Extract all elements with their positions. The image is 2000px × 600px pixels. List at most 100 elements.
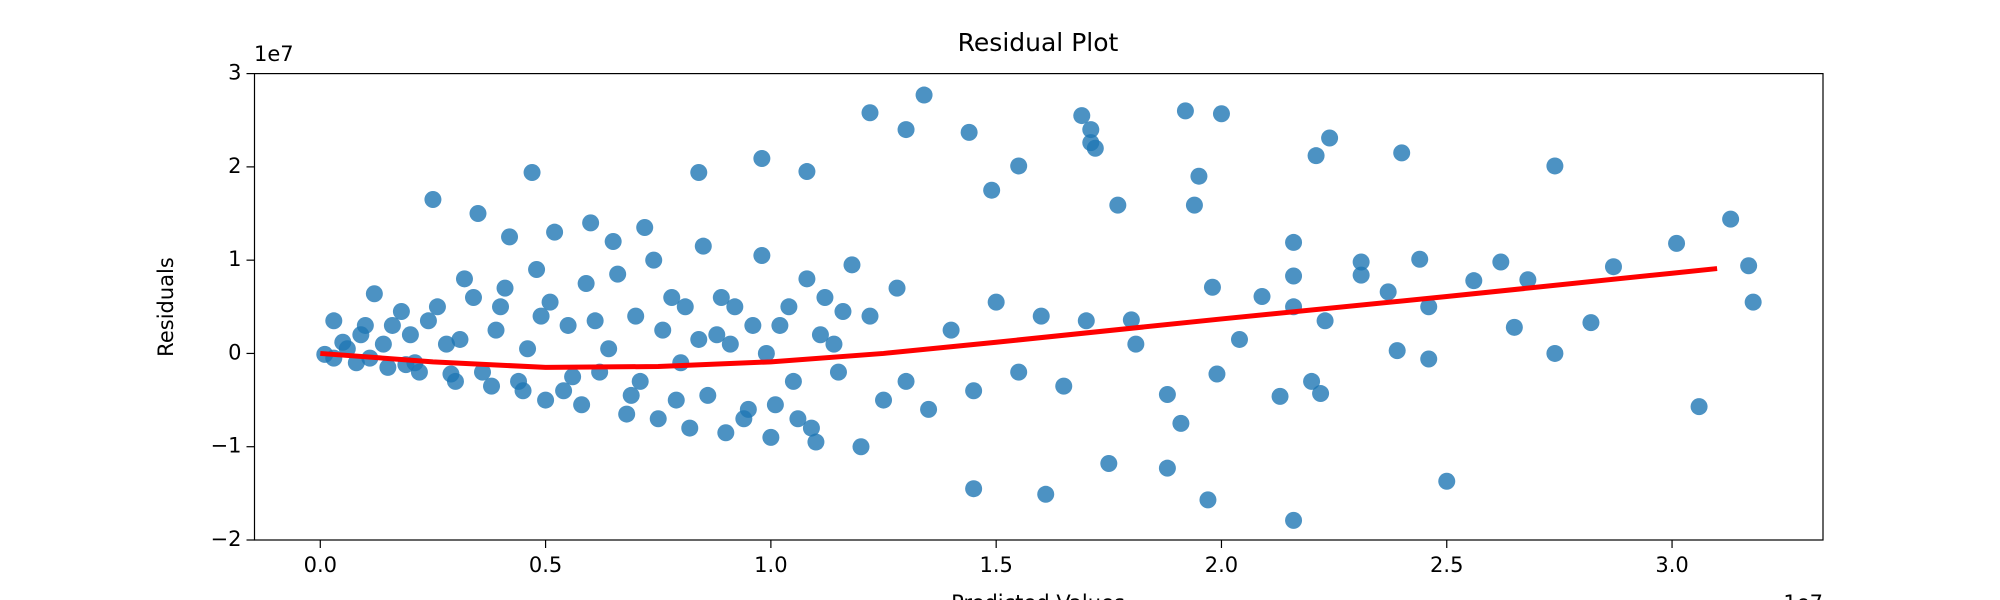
point	[1158, 385, 1176, 403]
point	[1190, 167, 1208, 185]
point	[473, 363, 491, 381]
point	[649, 410, 667, 428]
x-tick-label: 1.0	[754, 553, 787, 577]
point	[1352, 266, 1370, 284]
trend-line	[320, 266, 1718, 370]
point	[825, 335, 843, 353]
point	[600, 340, 618, 358]
point	[694, 237, 712, 255]
point	[645, 251, 663, 269]
point	[771, 316, 789, 334]
point	[663, 288, 681, 306]
point	[789, 410, 807, 428]
point	[717, 424, 735, 442]
point	[681, 419, 699, 437]
point	[392, 302, 410, 320]
point	[802, 419, 820, 437]
point	[690, 330, 708, 348]
point	[1077, 312, 1095, 330]
point	[464, 288, 482, 306]
point	[532, 307, 550, 325]
point	[699, 386, 717, 404]
point	[672, 354, 690, 372]
point	[510, 372, 528, 390]
point	[726, 298, 744, 316]
point	[577, 274, 595, 292]
point	[920, 400, 938, 418]
point	[541, 293, 559, 311]
point	[1185, 196, 1203, 214]
point	[555, 382, 573, 400]
point	[1203, 278, 1221, 296]
x-tick-label: 0.5	[529, 553, 562, 577]
point	[586, 312, 604, 330]
point	[915, 86, 933, 104]
point	[492, 298, 510, 316]
point	[379, 358, 397, 376]
point	[455, 270, 473, 288]
point	[469, 205, 487, 223]
point	[573, 396, 591, 414]
point	[1208, 365, 1226, 383]
point	[582, 214, 600, 232]
point	[559, 316, 577, 334]
point	[965, 480, 983, 498]
point	[1230, 330, 1248, 348]
point	[365, 285, 383, 303]
point	[1352, 253, 1370, 271]
point	[753, 246, 771, 264]
x-tick-label: 2.5	[1430, 553, 1463, 577]
point	[1271, 387, 1289, 405]
point	[897, 121, 915, 139]
point	[721, 335, 739, 353]
point	[960, 123, 978, 141]
point	[807, 433, 825, 451]
point	[442, 365, 460, 383]
point	[374, 335, 392, 353]
point	[888, 279, 906, 297]
y-tick-label: 3	[228, 61, 241, 85]
point	[1082, 121, 1100, 139]
point	[1492, 253, 1510, 271]
point	[744, 316, 762, 334]
y-tick-label: 2	[228, 154, 241, 178]
point	[1285, 267, 1303, 285]
x-tick-label: 2.0	[1205, 553, 1238, 577]
point	[1303, 372, 1321, 390]
point	[1465, 272, 1483, 290]
point	[401, 326, 419, 344]
point	[811, 326, 829, 344]
point	[1604, 258, 1622, 276]
point	[1393, 144, 1411, 162]
y-axis-label: Residuals	[154, 257, 178, 357]
point	[829, 363, 847, 381]
point	[523, 163, 541, 181]
point	[1032, 307, 1050, 325]
point	[1321, 129, 1339, 147]
point	[1100, 455, 1118, 473]
point	[419, 312, 437, 330]
x-tick-label: 1.5	[979, 553, 1012, 577]
y-tick-label: 1	[228, 247, 241, 271]
point	[546, 223, 564, 241]
point	[564, 368, 582, 386]
plot-frame	[253, 72, 1824, 541]
point	[735, 410, 753, 428]
point	[1505, 318, 1523, 336]
point	[1744, 293, 1762, 311]
point	[1176, 102, 1194, 120]
point	[537, 391, 555, 409]
point	[424, 191, 442, 209]
point	[528, 260, 546, 278]
point	[1037, 485, 1055, 503]
point	[451, 330, 469, 348]
point	[352, 326, 370, 344]
point	[501, 228, 519, 246]
point	[766, 396, 784, 414]
point	[1420, 298, 1438, 316]
point	[609, 265, 627, 283]
point	[816, 288, 834, 306]
point	[843, 256, 861, 274]
